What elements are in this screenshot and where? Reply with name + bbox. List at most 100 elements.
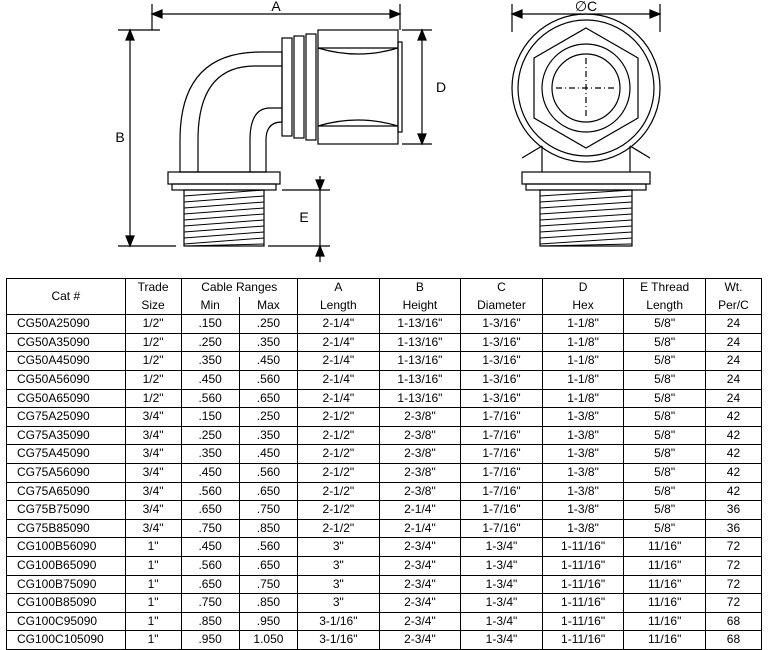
cell-e: 5/8" [624, 445, 706, 464]
cell-wt: 36 [705, 519, 761, 538]
cell-d: 1-1/8" [542, 389, 624, 408]
cell-min: .750 [181, 594, 239, 613]
cell-trade: 3/4" [125, 408, 181, 427]
cell-trade: 1/2" [125, 352, 181, 371]
table-row: CG50A350901/2".250.3502-1/4"1-13/16"1-3/… [7, 333, 762, 352]
cell-b: 2-3/4" [379, 556, 461, 575]
cell-d: 1-3/8" [542, 426, 624, 445]
th-a-2: Length [298, 297, 380, 315]
cell-trade: 1/2" [125, 315, 181, 334]
cell-min: .450 [181, 370, 239, 389]
cell-c: 1-3/16" [461, 333, 543, 352]
table-row: CG75A650903/4".560.6502-1/2"2-3/8"1-7/16… [7, 482, 762, 501]
cell-d: 1-1/8" [542, 315, 624, 334]
cell-wt: 24 [705, 370, 761, 389]
cell-e: 5/8" [624, 370, 706, 389]
cell-b: 2-1/4" [379, 501, 461, 520]
cell-max: .650 [239, 389, 297, 408]
cell-c: 1-7/16" [461, 445, 543, 464]
table-row: CG75B850903/4".750.8502-1/2"2-1/4"1-7/16… [7, 519, 762, 538]
cell-wt: 24 [705, 389, 761, 408]
cell-min: .950 [181, 631, 239, 650]
cell-max: .750 [239, 501, 297, 520]
table-row: CG50A450901/2".350.4502-1/4"1-13/16"1-3/… [7, 352, 762, 371]
cell-d: 1-3/8" [542, 519, 624, 538]
table-row: CG75A450903/4".350.4502-1/2"2-3/8"1-7/16… [7, 445, 762, 464]
cell-a: 2-1/2" [298, 408, 380, 427]
cell-b: 2-3/8" [379, 445, 461, 464]
dim-label-d: D [436, 79, 446, 95]
table-row: CG100B560901".450.5603"2-3/4"1-3/4"1-11/… [7, 538, 762, 557]
cell-d: 1-1/8" [542, 352, 624, 371]
cell-max: .350 [239, 333, 297, 352]
cell-max: .450 [239, 445, 297, 464]
cell-a: 2-1/2" [298, 501, 380, 520]
cell-wt: 72 [705, 556, 761, 575]
cell-min: .560 [181, 389, 239, 408]
cell-d: 1-11/16" [542, 631, 624, 650]
table-row: CG50A650901/2".560.6502-1/4"1-13/16"1-3/… [7, 389, 762, 408]
cell-cat: CG100B75090 [7, 575, 126, 594]
cell-max: .560 [239, 538, 297, 557]
cell-a: 3" [298, 556, 380, 575]
cell-cat: CG75B75090 [7, 501, 126, 520]
specifications-table-wrapper: Cat # Trade Cable Ranges A B C D E Threa… [0, 278, 768, 650]
cell-trade: 1/2" [125, 389, 181, 408]
cell-a: 3-1/16" [298, 631, 380, 650]
cell-cat: CG75A65090 [7, 482, 126, 501]
cell-c: 1-7/16" [461, 482, 543, 501]
cell-trade: 1/2" [125, 370, 181, 389]
cell-c: 1-3/4" [461, 538, 543, 557]
dim-label-e: E [299, 209, 308, 225]
cell-b: 2-3/8" [379, 426, 461, 445]
th-e: E Thread [624, 279, 706, 297]
cell-a: 2-1/2" [298, 482, 380, 501]
table-row: CG75A560903/4".450.5602-1/2"2-3/8"1-7/16… [7, 463, 762, 482]
cell-d: 1-3/8" [542, 463, 624, 482]
cell-wt: 42 [705, 408, 761, 427]
cell-b: 2-3/4" [379, 631, 461, 650]
cell-a: 2-1/4" [298, 352, 380, 371]
cell-min: .750 [181, 519, 239, 538]
th-cable-ranges: Cable Ranges [181, 279, 298, 297]
cell-e: 5/8" [624, 352, 706, 371]
cell-c: 1-3/4" [461, 556, 543, 575]
cell-wt: 24 [705, 333, 761, 352]
cell-cat: CG50A45090 [7, 352, 126, 371]
cell-max: .450 [239, 352, 297, 371]
cell-a: 2-1/2" [298, 519, 380, 538]
th-trade-2: Size [125, 297, 181, 315]
cell-wt: 72 [705, 538, 761, 557]
cell-e: 5/8" [624, 408, 706, 427]
cell-d: 1-11/16" [542, 556, 624, 575]
cell-wt: 24 [705, 352, 761, 371]
cell-c: 1-3/4" [461, 631, 543, 650]
table-row: CG50A560901/2".450.5602-1/4"1-13/16"1-3/… [7, 370, 762, 389]
cell-b: 2-3/8" [379, 482, 461, 501]
cell-max: .250 [239, 408, 297, 427]
cell-trade: 3/4" [125, 501, 181, 520]
table-body: CG50A250901/2".150.2502-1/4"1-13/16"1-3/… [7, 315, 762, 650]
cell-e: 11/16" [624, 594, 706, 613]
cell-b: 2-3/8" [379, 408, 461, 427]
table-row: CG100B850901".750.8503"2-3/4"1-3/4"1-11/… [7, 594, 762, 613]
cell-trade: 1" [125, 631, 181, 650]
cell-trade: 3/4" [125, 426, 181, 445]
table-row: CG100B650901".560.6503"2-3/4"1-3/4"1-11/… [7, 556, 762, 575]
cell-c: 1-3/16" [461, 352, 543, 371]
cell-a: 2-1/2" [298, 463, 380, 482]
cell-min: .250 [181, 426, 239, 445]
cell-b: 1-13/16" [379, 333, 461, 352]
th-b: B [379, 279, 461, 297]
table-header: Cat # Trade Cable Ranges A B C D E Threa… [7, 279, 762, 315]
cell-c: 1-3/16" [461, 389, 543, 408]
cell-wt: 42 [705, 463, 761, 482]
cell-max: .650 [239, 556, 297, 575]
th-a: A [298, 279, 380, 297]
cell-cat: CG100B65090 [7, 556, 126, 575]
cell-cat: CG75A25090 [7, 408, 126, 427]
cell-a: 2-1/2" [298, 426, 380, 445]
cell-b: 2-3/4" [379, 575, 461, 594]
cell-c: 1-7/16" [461, 408, 543, 427]
cell-cat: CG75B85090 [7, 519, 126, 538]
